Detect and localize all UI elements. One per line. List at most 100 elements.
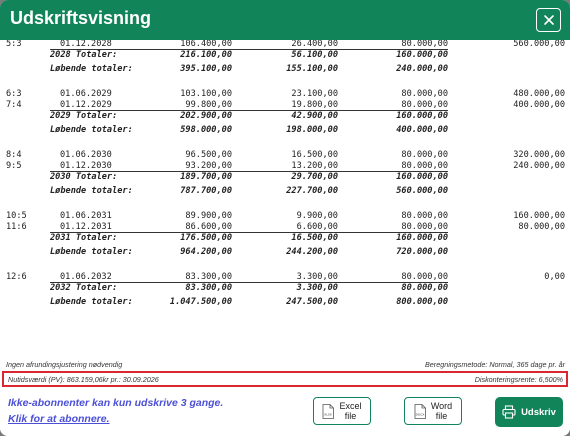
interest-cell: 244.200,00 <box>286 247 338 257</box>
interest-cell: 29.700,00 <box>291 172 338 182</box>
interest-cell: 42.900,00 <box>291 111 338 121</box>
print-limit-notice: Ikke-abonnenter kan kun udskrive 3 gange… <box>8 397 224 409</box>
word-button-label: Word file <box>431 401 452 421</box>
interest-cell: 3.300,00 <box>296 283 338 293</box>
date-cell: 01.06.2030 <box>60 150 112 160</box>
year-total-row: 2028 Totaler: 216.100,00 56.100,00 160.000,… <box>0 50 570 62</box>
balance-cell: 320.000,00 <box>513 150 565 160</box>
amount-cell: 96.500,00 <box>185 150 232 160</box>
total-label: Løbende totaler: <box>50 125 133 135</box>
amount-cell: 395.100,00 <box>180 64 232 74</box>
balance-cell: 560.000,00 <box>513 40 565 49</box>
running-total-row: Løbende totaler: 964.200,00 244.200,00 720.… <box>0 247 570 259</box>
amount-cell: 216.100,00 <box>180 50 232 60</box>
period-cell: 7:4 <box>6 100 22 110</box>
interest-cell: 198.000,00 <box>286 125 338 135</box>
principal-cell: 160.000,00 <box>396 172 448 182</box>
total-label: Løbende totaler: <box>50 297 133 307</box>
principal-cell: 80.000,00 <box>401 40 448 49</box>
table-row: 9:5 01.12.2030 93.200,00 13.200,00 80.000,00… <box>0 161 570 173</box>
action-bar: Ikke-abonnenter kan kun udskrive 3 gange… <box>0 390 570 436</box>
amount-cell: 189.700,00 <box>180 172 232 182</box>
table-row: 10:5 01.06.2031 89.900,00 9.900,00 80.000,00… <box>0 211 570 223</box>
amount-cell: 1.047.500,00 <box>169 297 232 307</box>
principal-cell: 80.000,00 <box>401 100 448 110</box>
running-total-row: Løbende totaler: 395.100,00 155.100,00 240.… <box>0 64 570 76</box>
dialog-title: Udskriftsvisning <box>10 8 152 28</box>
date-cell: 01.06.2031 <box>60 211 112 221</box>
print-button[interactable]: Udskriv <box>495 397 563 427</box>
interest-cell: 6.600,00 <box>296 222 338 232</box>
principal-cell: 800.000,00 <box>396 297 448 307</box>
date-cell: 01.12.2030 <box>60 161 112 171</box>
amount-cell: 202.900,00 <box>180 111 232 121</box>
amount-cell: 89.900,00 <box>185 211 232 221</box>
interest-cell: 56.100,00 <box>291 50 338 60</box>
interest-cell: 3.300,00 <box>296 272 338 282</box>
amount-cell: 99.800,00 <box>185 100 232 110</box>
present-value-bar: Nutidsværdi (PV): 863.159,06kr pr.: 30.0… <box>2 371 568 387</box>
total-label: 2032 Totaler: <box>50 283 118 293</box>
running-total-row: Løbende totaler: 1.047.500,00 247.500,00 80… <box>0 297 570 309</box>
amount-cell: 598.000,00 <box>180 125 232 135</box>
amount-cell: 106.400,00 <box>180 40 232 49</box>
date-cell: 01.12.2031 <box>60 222 112 232</box>
subscribe-link[interactable]: Klik for at abonnere. <box>8 413 110 425</box>
period-cell: 10:5 <box>6 211 27 221</box>
print-button-label: Udskriv <box>521 406 556 418</box>
total-rule <box>50 49 448 50</box>
interest-cell: 227.700,00 <box>286 186 338 196</box>
interest-cell: 19.800,00 <box>291 100 338 110</box>
balance-cell: 80.000,00 <box>518 222 565 232</box>
total-label: Løbende totaler: <box>50 64 133 74</box>
principal-cell: 160.000,00 <box>396 50 448 60</box>
balance-cell: 480.000,00 <box>513 89 565 99</box>
table-row: 7:4 01.12.2029 99.800,00 19.800,00 80.000,00… <box>0 100 570 112</box>
running-total-row: Løbende totaler: 787.700,00 227.700,00 560.… <box>0 186 570 198</box>
interest-cell: 16.500,00 <box>291 233 338 243</box>
date-cell: 01.06.2032 <box>60 272 112 282</box>
word-label-line1: Word <box>430 401 453 411</box>
principal-cell: 160.000,00 <box>396 233 448 243</box>
period-cell: 11:6 <box>6 222 27 232</box>
interest-cell: 9.900,00 <box>296 211 338 221</box>
amount-cell: 93.200,00 <box>185 161 232 171</box>
total-rule <box>50 171 448 172</box>
amount-cell: 83.300,00 <box>185 272 232 282</box>
date-cell: 01.12.2029 <box>60 100 112 110</box>
principal-cell: 80.000,00 <box>401 283 448 293</box>
calculation-method: Beregningsmetode: Normal, 365 dage pr. å… <box>425 360 565 369</box>
report-footer: Ingen afrundingsjustering nødvendig Bere… <box>0 358 570 370</box>
report-body: 5:3 01.12.2028 106.400,00 26.400,00 80.000,0… <box>0 40 570 356</box>
total-label: Løbende totaler: <box>50 186 133 196</box>
interest-cell: 16.500,00 <box>291 150 338 160</box>
period-cell: 5:3 <box>6 40 22 49</box>
principal-cell: 160.000,00 <box>396 111 448 121</box>
year-total-row: 2032 Totaler: 83.300,00 3.300,00 80.000,00 <box>0 283 570 295</box>
year-total-row: 2031 Totaler: 176.500,00 16.500,00 160.000,… <box>0 233 570 245</box>
word-file-button[interactable]: DOCX Word file <box>404 397 462 425</box>
principal-cell: 80.000,00 <box>401 211 448 221</box>
total-rule <box>50 282 448 283</box>
principal-cell: 80.000,00 <box>401 89 448 99</box>
amount-cell: 787.700,00 <box>180 186 232 196</box>
balance-cell: 240.000,00 <box>513 161 565 171</box>
amount-cell: 83.300,00 <box>185 283 232 293</box>
total-rule <box>50 232 448 233</box>
period-cell: 8:4 <box>6 150 22 160</box>
amount-cell: 964.200,00 <box>180 247 232 257</box>
period-cell: 9:5 <box>6 161 22 171</box>
excel-button-label: Excel file <box>339 401 361 421</box>
table-row: 8:4 01.06.2030 96.500,00 16.500,00 80.000,00… <box>0 150 570 162</box>
excel-file-button[interactable]: XLSX Excel file <box>313 397 371 425</box>
present-value: Nutidsværdi (PV): 863.159,06kr pr.: 30.0… <box>8 375 159 384</box>
year-total-row: 2030 Totaler: 189.700,00 29.700,00 160.000,… <box>0 172 570 184</box>
balance-cell: 400.000,00 <box>513 100 565 110</box>
dialog-header: Udskriftsvisning <box>0 0 570 40</box>
table-row: 5:3 01.12.2028 106.400,00 26.400,00 80.000,0… <box>0 40 570 51</box>
excel-file-tag: XLSX <box>325 412 333 416</box>
close-button[interactable] <box>536 8 561 32</box>
word-file-icon: DOCX <box>414 403 426 419</box>
running-total-row: Løbende totaler: 598.000,00 198.000,00 400.… <box>0 125 570 137</box>
